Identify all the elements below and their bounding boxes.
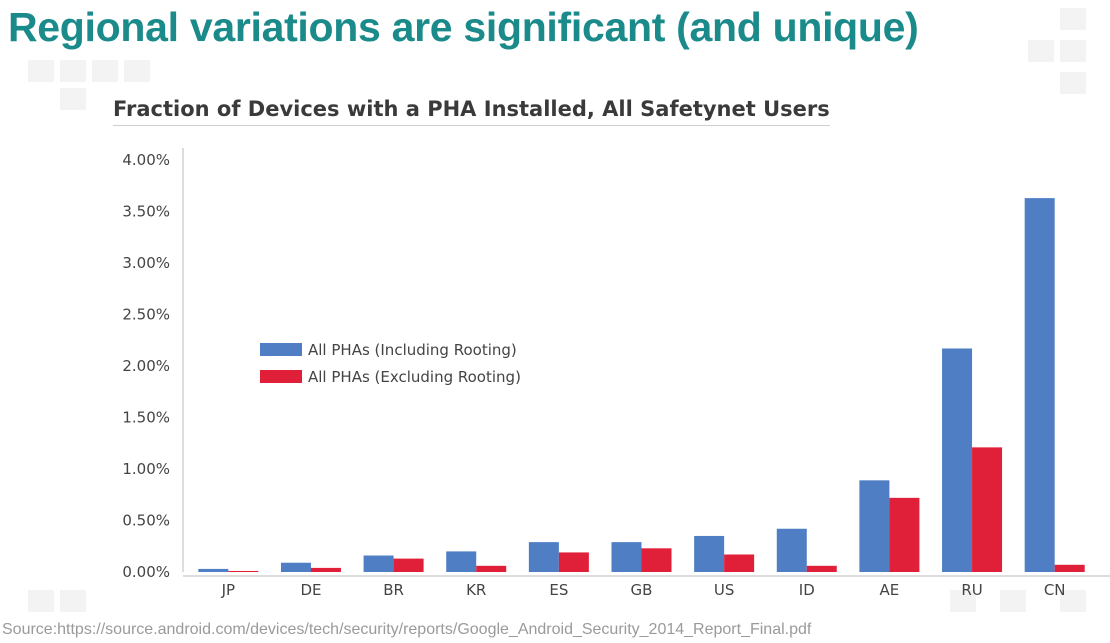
x-axis-ticks: JP DE BR KR ES GB US ID AE RU CN <box>221 581 1066 599</box>
x-tick-label: ID <box>799 581 815 599</box>
slide-title: Regional variations are significant (and… <box>8 4 919 50</box>
y-tick-label: 4.00% <box>122 151 170 169</box>
bar-de-including-rooting <box>280 562 311 572</box>
x-tick-label: RU <box>961 581 982 599</box>
legend-label: All PHAs (Including Rooting) <box>308 341 517 359</box>
legend-swatch <box>260 370 302 383</box>
x-tick-label: ES <box>549 581 568 599</box>
bar-br-including-rooting <box>363 555 394 572</box>
bar-de-excluding-rooting <box>310 567 341 572</box>
x-tick-label: CN <box>1044 581 1066 599</box>
y-axis-ticks: 0.00% 0.50% 1.00% 1.50% 2.00% 2.50% 3.00% 3.50%… <box>122 151 170 581</box>
bar-cn-excluding-rooting <box>1054 564 1085 572</box>
bar-id-including-rooting <box>776 528 807 572</box>
bar-id-excluding-rooting <box>806 565 837 572</box>
x-tick-label: KR <box>466 581 486 599</box>
x-tick-label: JP <box>221 581 235 599</box>
bar-gb-including-rooting <box>611 542 642 572</box>
bar-jp-excluding-rooting <box>228 570 259 572</box>
bar-us-including-rooting <box>694 535 725 572</box>
source-citation: Source:https://source.android.com/device… <box>2 621 812 638</box>
y-tick-label: 2.00% <box>122 357 170 375</box>
chart-legend: All PHAs (Including Rooting) All PHAs (Ex… <box>260 341 521 386</box>
bar-ru-excluding-rooting <box>972 447 1003 572</box>
bar-ru-including-rooting <box>942 348 973 572</box>
x-tick-label: BR <box>383 581 404 599</box>
bar-br-excluding-rooting <box>393 558 424 572</box>
bar-cn-including-rooting <box>1024 198 1055 573</box>
x-tick-label: AE <box>880 581 900 599</box>
bar-ae-including-rooting <box>859 480 890 572</box>
bar-series <box>198 198 1085 573</box>
x-tick-label: DE <box>300 581 321 599</box>
x-tick-label: US <box>714 581 735 599</box>
bar-jp-including-rooting <box>198 568 229 572</box>
y-tick-label: 1.50% <box>122 409 170 427</box>
y-tick-label: 1.00% <box>122 460 170 478</box>
bar-es-excluding-rooting <box>558 552 589 572</box>
y-tick-label: 3.00% <box>122 254 170 272</box>
chart-title: Fraction of Devices with a PHA Installed… <box>113 97 830 126</box>
y-tick-label: 2.50% <box>122 306 170 324</box>
bar-es-including-rooting <box>528 542 559 572</box>
y-tick-label: 0.50% <box>122 512 170 530</box>
legend-swatch <box>260 343 302 356</box>
x-tick-label: GB <box>631 581 653 599</box>
y-tick-label: 3.50% <box>122 203 170 221</box>
bar-kr-including-rooting <box>446 551 477 572</box>
bar-ae-excluding-rooting <box>889 497 920 572</box>
bar-kr-excluding-rooting <box>476 565 507 572</box>
bar-us-excluding-rooting <box>724 554 755 572</box>
y-tick-label: 0.00% <box>122 563 170 581</box>
bar-gb-excluding-rooting <box>641 548 672 572</box>
legend-label: All PHAs (Excluding Rooting) <box>308 368 521 386</box>
